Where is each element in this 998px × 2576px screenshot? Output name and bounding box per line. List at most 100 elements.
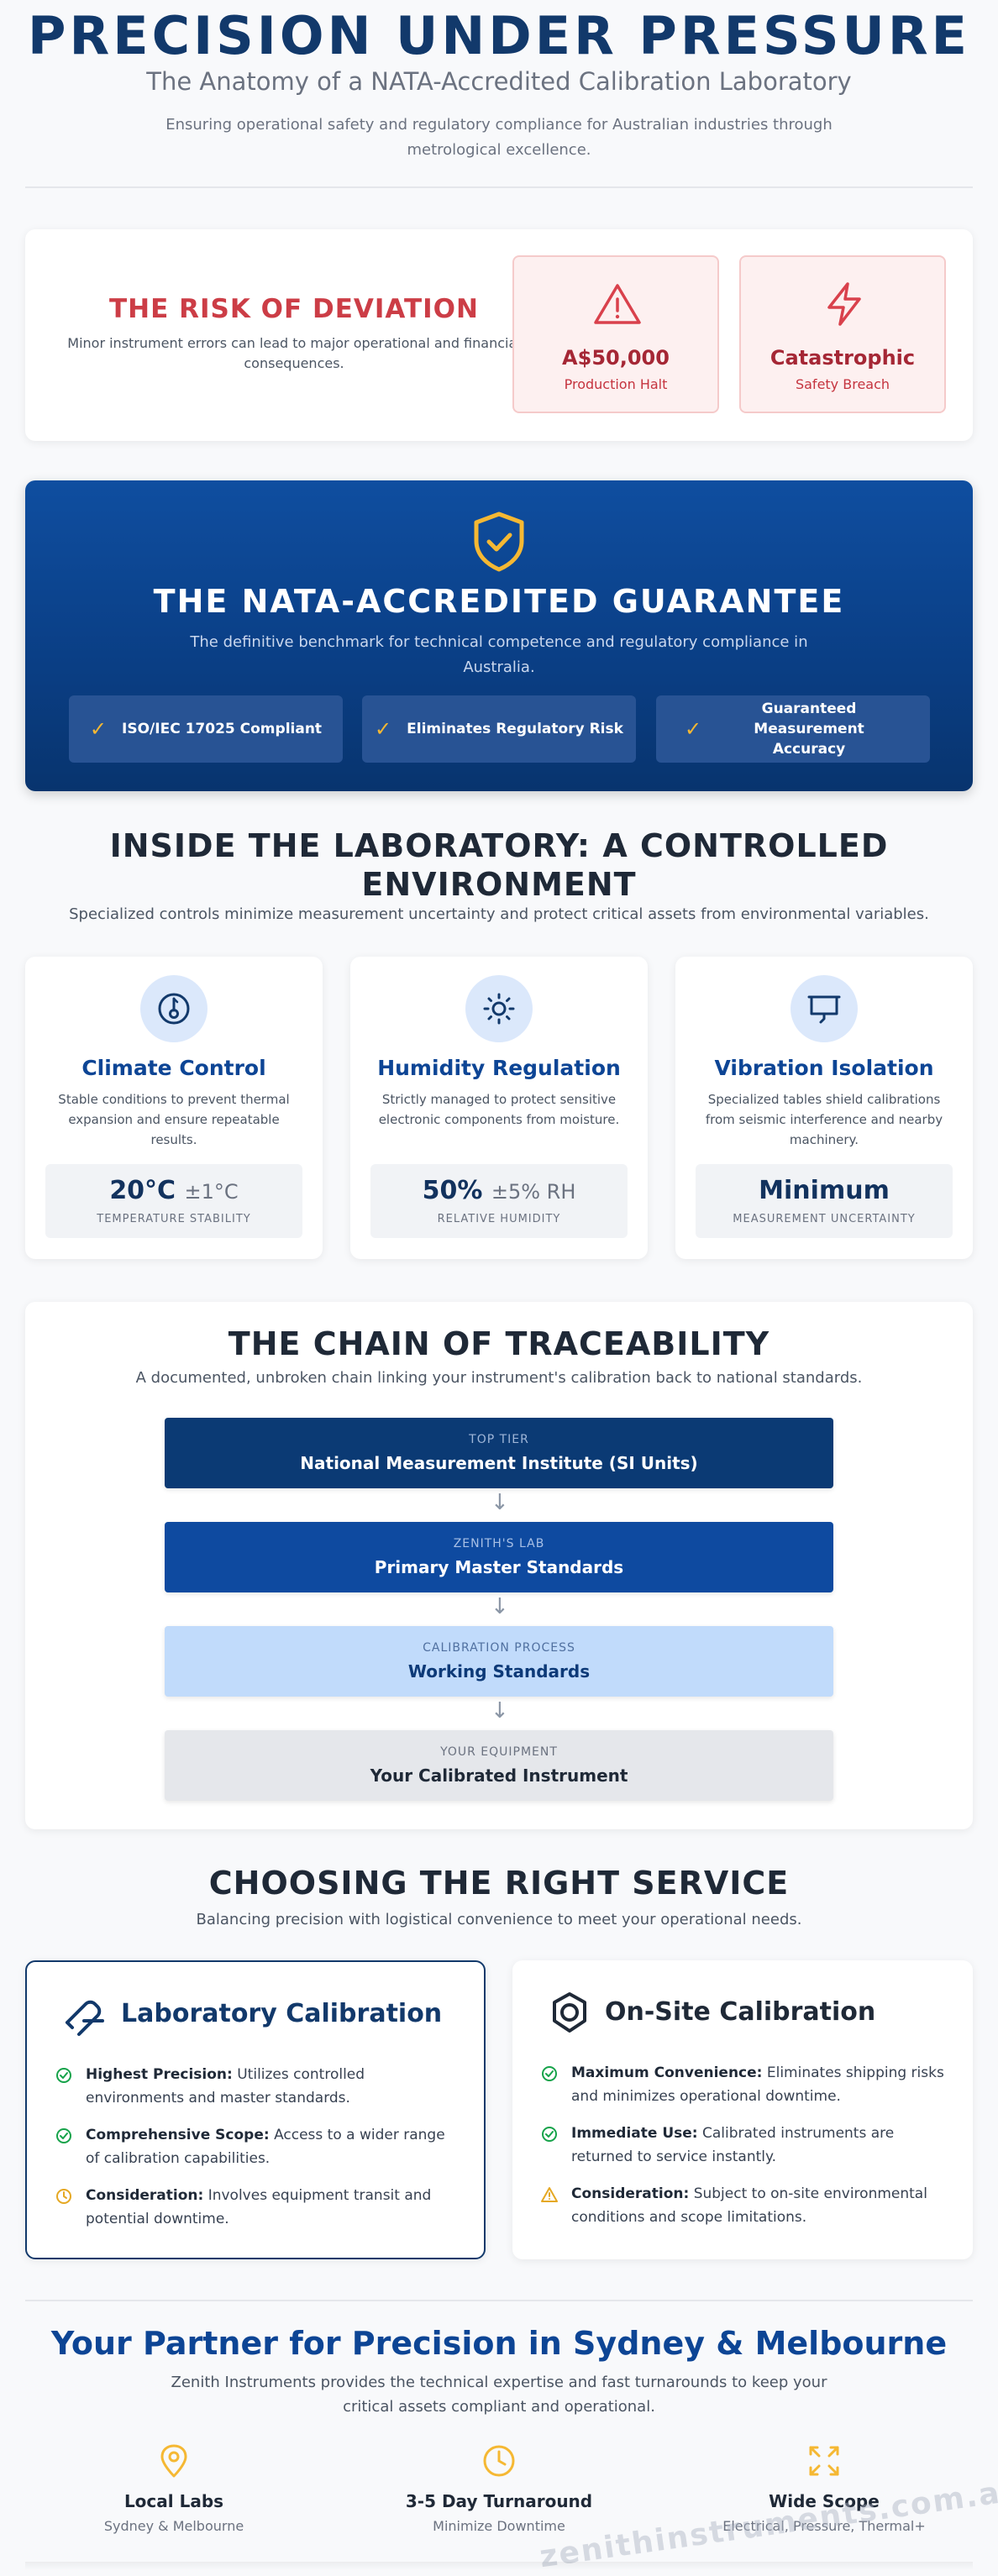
service-point-heading: Immediate Use: — [571, 2125, 698, 2142]
service-section-description: Balancing precision with logistical conv… — [196, 1911, 802, 1928]
divider — [25, 186, 973, 188]
hero-description: Ensuring operational safety and regulato… — [165, 116, 833, 159]
icon-circle — [465, 975, 533, 1042]
env-card-vibration: Vibration Isolation Specialized tables s… — [675, 957, 973, 1259]
risk-value: A$50,000 — [562, 346, 670, 370]
guarantee-item-label: ISO/IEC 17025 Compliant — [122, 721, 323, 737]
tier-name: Your Calibrated Instrument — [370, 1765, 628, 1786]
service-card-laboratory: Laboratory Calibration Highest Precision… — [25, 1960, 486, 2259]
sun-icon — [483, 993, 515, 1025]
arrow-down-icon: ↓ — [491, 1490, 509, 1515]
guarantee-item-label: Guaranteed Measurement Accuracy — [754, 700, 864, 758]
page-title: PRECISION UNDER PRESSURE — [28, 5, 970, 66]
traceability-title: THE CHAIN OF TRACEABILITY — [228, 1325, 770, 1362]
feature-title: 3-5 Day Turnaround — [405, 2491, 593, 2511]
arrow-down-icon: ↓ — [491, 1594, 509, 1619]
thermometer-icon — [158, 993, 190, 1025]
tier-label: ZENITH'S LAB — [453, 1537, 545, 1550]
clock-icon — [483, 2445, 515, 2477]
warning-triangle-icon — [594, 284, 641, 324]
traceability-description: A documented, unbroken chain linking you… — [135, 1369, 863, 1387]
lab-section-title: INSIDE THE LABORATORY: A CONTROLLED ENVI… — [109, 827, 889, 903]
env-card-climate: Climate Control Stable conditions to pre… — [25, 957, 323, 1259]
env-description: Strictly managed to protect sensitive el… — [378, 1092, 620, 1127]
page-subtitle: The Anatomy of a NATA-Accredited Calibra… — [146, 67, 852, 96]
env-stat-value: 20°C ±1°C — [109, 1176, 239, 1205]
feature-title: Local Labs — [123, 2491, 224, 2511]
icon-circle — [791, 975, 858, 1042]
env-title: Climate Control — [81, 1056, 266, 1080]
env-stat: 20°C ±1°C TEMPERATURE STABILITY — [45, 1164, 302, 1238]
tier-label: TOP TIER — [469, 1433, 529, 1446]
feature-subtitle: Minimize Downtime — [433, 2518, 565, 2534]
trace-tier-instrument: YOUR EQUIPMENT Your Calibrated Instrumen… — [165, 1730, 833, 1801]
check-circle-icon — [56, 2068, 71, 2083]
check-icon: ✓ — [89, 717, 108, 741]
env-stat: 50% ±5% RH RELATIVE HUMIDITY — [370, 1164, 628, 1238]
risk-label: Safety Breach — [795, 376, 890, 392]
divider — [25, 2300, 973, 2301]
service-point-text: Subject to on-site environmental conditi… — [571, 2185, 927, 2226]
risk-card-safety-breach: Catastrophic Safety Breach — [739, 255, 946, 413]
service-point: Consideration: Subject to on-site enviro… — [541, 2182, 944, 2229]
check-circle-icon — [56, 2128, 71, 2143]
env-stat-label: TEMPERATURE STABILITY — [97, 1213, 251, 1225]
check-circle-icon — [542, 2127, 557, 2142]
risk-title: THE RISK OF DEVIATION — [109, 294, 479, 324]
guarantee-item: ✓ ISO/IEC 17025 Compliant — [69, 695, 343, 763]
service-point-text: Calibrated instruments are returned to s… — [571, 2125, 895, 2165]
service-section-title: CHOOSING THE RIGHT SERVICE — [208, 1865, 790, 1902]
risk-card-production-halt: A$50,000 Production Halt — [512, 255, 719, 413]
service-point-heading: Highest Precision: — [86, 2066, 233, 2083]
env-stat-tolerance: ±5% RH — [491, 1180, 576, 1204]
service-point: Highest Precision: Utilizes controlled e… — [55, 2063, 459, 2110]
service-point: Immediate Use: Calibrated instruments ar… — [541, 2122, 944, 2169]
tier-name: Working Standards — [407, 1661, 591, 1681]
service-point-heading: Maximum Convenience: — [571, 2064, 763, 2081]
onsite-gauge-icon — [553, 1992, 586, 2033]
guarantee-panel: THE NATA-ACCREDITED GUARANTEE The defini… — [25, 480, 973, 791]
check-icon: ✓ — [684, 717, 702, 741]
map-pin-icon — [160, 2444, 187, 2478]
service-card-onsite: On-Site Calibration Maximum Convenience:… — [512, 1960, 973, 2259]
footer-shadow — [25, 2562, 973, 2570]
service-point-text: Access to a wider range of calibration c… — [86, 2127, 445, 2167]
microscope-icon — [66, 2000, 104, 2036]
hero-section: PRECISION UNDER PRESSURE The Anatomy of … — [0, 0, 998, 186]
trace-tier-working: CALIBRATION PROCESS Working Standards — [165, 1626, 833, 1697]
clock-icon — [56, 2189, 71, 2204]
tier-label: CALIBRATION PROCESS — [423, 1641, 575, 1655]
env-stat: Minimum MEASUREMENT UNCERTAINTY — [696, 1164, 953, 1238]
service-point: Comprehensive Scope: Access to a wider r… — [55, 2123, 459, 2170]
expand-arrows-icon — [809, 2446, 839, 2476]
service-title: Laboratory Calibration — [121, 1999, 443, 2028]
env-stat-label: RELATIVE HUMIDITY — [437, 1213, 561, 1225]
guarantee-item: ✓ Guaranteed Measurement Accuracy — [656, 695, 930, 763]
env-stat-value: Minimum — [759, 1176, 890, 1205]
env-stat-tolerance: ±1°C — [184, 1180, 239, 1204]
trace-tier-national: TOP TIER National Measurement Institute … — [165, 1418, 833, 1488]
partner-title: Your Partner for Precision in Sydney & M… — [50, 2325, 948, 2362]
partner-description: Zenith Instruments provides the technica… — [171, 2374, 827, 2416]
check-circle-icon — [542, 2066, 557, 2081]
risk-value: Catastrophic — [770, 346, 916, 370]
risk-panel: THE RISK OF DEVIATION Minor instrument e… — [25, 229, 973, 441]
arrow-down-icon: ↓ — [491, 1698, 509, 1723]
env-title: Humidity Regulation — [377, 1056, 621, 1080]
check-icon: ✓ — [375, 717, 392, 741]
service-point-text: Utilizes controlled environments and mas… — [86, 2066, 365, 2106]
env-card-humidity: Humidity Regulation Strictly managed to … — [350, 957, 648, 1259]
feature-subtitle: Electrical, Pressure, Thermal+ — [722, 2518, 926, 2534]
guarantee-title: THE NATA-ACCREDITED GUARANTEE — [153, 583, 845, 620]
feature-title: Wide Scope — [769, 2491, 880, 2511]
env-description: Specialized tables shield calibrations f… — [705, 1092, 943, 1147]
service-point-heading: Consideration: — [571, 2185, 690, 2202]
feature-subtitle: Sydney & Melbourne — [103, 2518, 244, 2534]
service-point: Consideration: Involves equipment transi… — [55, 2184, 459, 2231]
guarantee-description: The definitive benchmark for technical c… — [190, 633, 808, 676]
lab-section-description: Specialized controls minimize measuremen… — [69, 905, 929, 923]
guarantee-item-label: Eliminates Regulatory Risk — [407, 721, 623, 737]
service-point-heading: Consideration: — [86, 2187, 204, 2204]
env-title: Vibration Isolation — [714, 1056, 934, 1080]
presentation-board-icon — [807, 995, 841, 1024]
